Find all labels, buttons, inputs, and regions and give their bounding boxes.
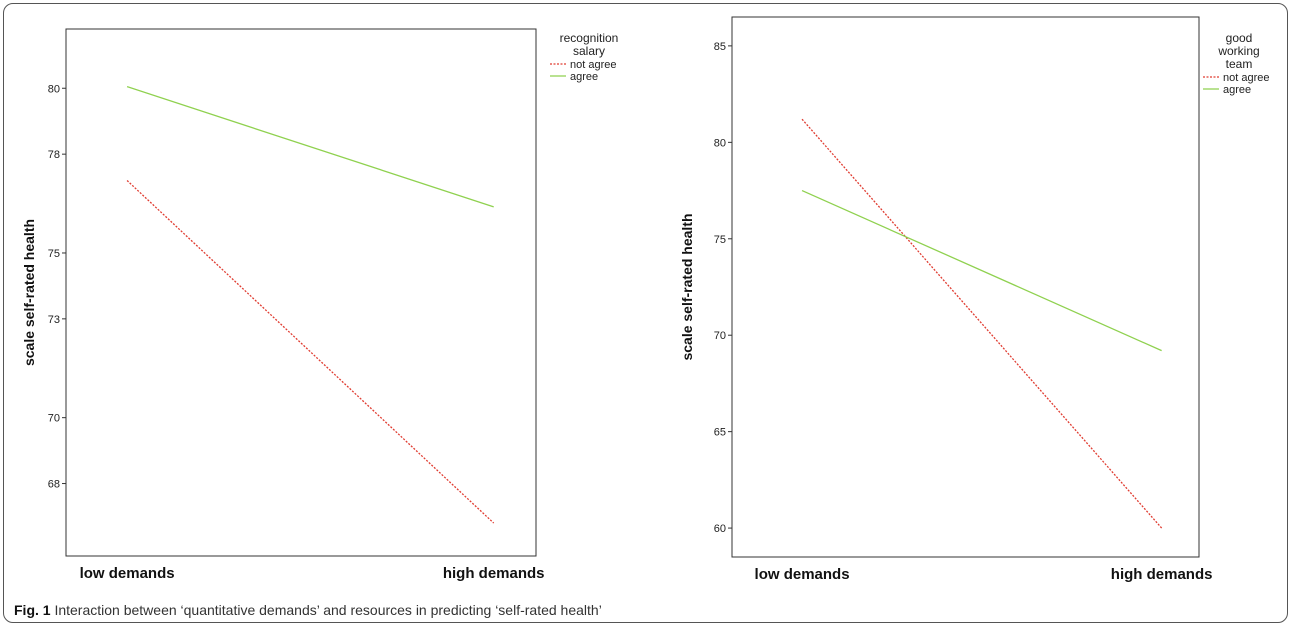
legend-title: good — [1226, 31, 1253, 45]
chart-1: 68 70 73 75 78 80 low demands high demands scale… — [21, 28, 619, 582]
y-axis-label: scale self-rated health — [21, 219, 37, 366]
legend-entry-label: agree — [1223, 84, 1251, 96]
y-tick-label: 80 — [48, 83, 60, 95]
charts-canvas: 68 70 73 75 78 80 low demands high demands scale… — [21, 16, 1269, 583]
caption-label: Fig. 1 — [14, 602, 51, 618]
figure-frame: 68 70 73 75 78 80 low demands high demands scale… — [3, 3, 1288, 623]
series-line-agree — [126, 86, 494, 208]
legend-entry-label: not agree — [1223, 72, 1269, 84]
y-tick-label: 75 — [714, 234, 726, 246]
legend-title: team — [1226, 57, 1253, 71]
figure-caption: Fig. 1 Interaction between ‘quantitative… — [14, 602, 602, 618]
caption-text: Interaction between ‘quantitative demand… — [54, 602, 602, 618]
x-category-label: high demands — [443, 565, 545, 582]
y-tick-label: 68 — [48, 479, 60, 491]
x-category-label: low demands — [755, 566, 850, 583]
series-line-not-agree — [801, 118, 1163, 529]
y-axis-label: scale self-rated health — [679, 213, 695, 360]
y-tick-label: 73 — [48, 314, 60, 326]
y-tick-label: 75 — [48, 248, 60, 260]
plot-frame — [731, 16, 1200, 558]
y-tick-label: 60 — [714, 523, 726, 535]
series-line-not-agree — [126, 180, 495, 524]
legend-title: working — [1217, 44, 1259, 58]
x-category-label: low demands — [80, 565, 175, 582]
plot-frame — [65, 28, 537, 557]
series-line-agree — [801, 189, 1162, 352]
legend-title: recognition — [560, 31, 619, 45]
y-tick-label: 70 — [714, 330, 726, 342]
legend-entry-label: agree — [570, 71, 598, 83]
y-tick-label: 78 — [48, 149, 60, 161]
x-category-label: high demands — [1111, 566, 1213, 583]
y-tick-label: 70 — [48, 413, 60, 425]
legend-title: salary — [573, 44, 605, 58]
legend-entry-label: not agree — [570, 59, 616, 71]
y-tick-label: 80 — [714, 137, 726, 149]
y-tick-label: 85 — [714, 41, 726, 53]
chart-2: 60 65 70 75 80 85 low demands high demands scale… — [679, 16, 1269, 583]
y-tick-label: 65 — [714, 427, 726, 439]
